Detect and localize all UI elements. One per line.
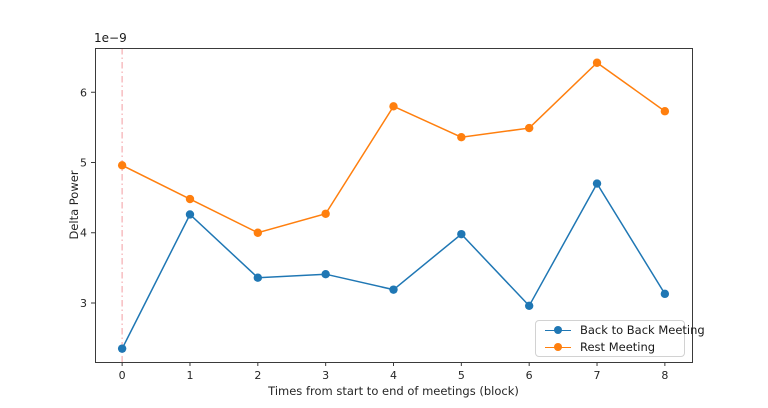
data-point xyxy=(457,229,466,239)
legend-item-back-to-back: Back to Back Meeting xyxy=(545,322,705,338)
data-point xyxy=(660,107,670,116)
data-point xyxy=(389,102,398,111)
data-point xyxy=(389,285,398,294)
data-point xyxy=(185,194,195,204)
x-tick-label: 7 xyxy=(594,369,601,382)
plot-spines xyxy=(95,48,693,363)
x-tick-label: 0 xyxy=(119,369,126,382)
data-point xyxy=(321,209,330,218)
x-tick-label: 2 xyxy=(254,369,261,382)
data-point xyxy=(321,269,330,279)
y-tick-label: 5 xyxy=(80,157,87,170)
data-point xyxy=(592,58,602,67)
data-point xyxy=(253,228,263,237)
data-point xyxy=(524,301,534,311)
data-point xyxy=(253,273,263,282)
x-tick-label: 8 xyxy=(661,369,668,382)
data-point xyxy=(660,289,670,299)
x-tick-label: 6 xyxy=(526,369,533,382)
y-tick-label: 6 xyxy=(80,86,87,99)
legend: Back to Back Meeting Rest Meeting xyxy=(535,320,705,357)
data-point xyxy=(524,123,534,133)
legend-label: Back to Back Meeting xyxy=(580,323,705,337)
y-tick-label: 4 xyxy=(80,227,87,240)
data-point xyxy=(457,133,466,142)
x-tick-label: 3 xyxy=(322,369,329,382)
legend-item-rest: Rest Meeting xyxy=(545,339,684,355)
y-tick-label: 3 xyxy=(80,297,87,310)
legend-label: Rest Meeting xyxy=(580,340,656,354)
data-point xyxy=(592,179,602,188)
x-tick-label: 1 xyxy=(186,369,193,382)
line-marker-icon xyxy=(545,326,571,335)
x-tick-label: 5 xyxy=(458,369,465,382)
data-point xyxy=(185,210,195,219)
x-tick-label: 4 xyxy=(390,369,397,382)
line-marker-icon xyxy=(545,343,571,352)
data-point xyxy=(117,161,127,170)
y-axis-label: Delta Power xyxy=(67,170,81,240)
x-axis-label: Times from start to end of meetings (blo… xyxy=(268,384,519,398)
data-point xyxy=(117,344,127,353)
y-axis-offset-text: 1e−9 xyxy=(94,31,127,45)
